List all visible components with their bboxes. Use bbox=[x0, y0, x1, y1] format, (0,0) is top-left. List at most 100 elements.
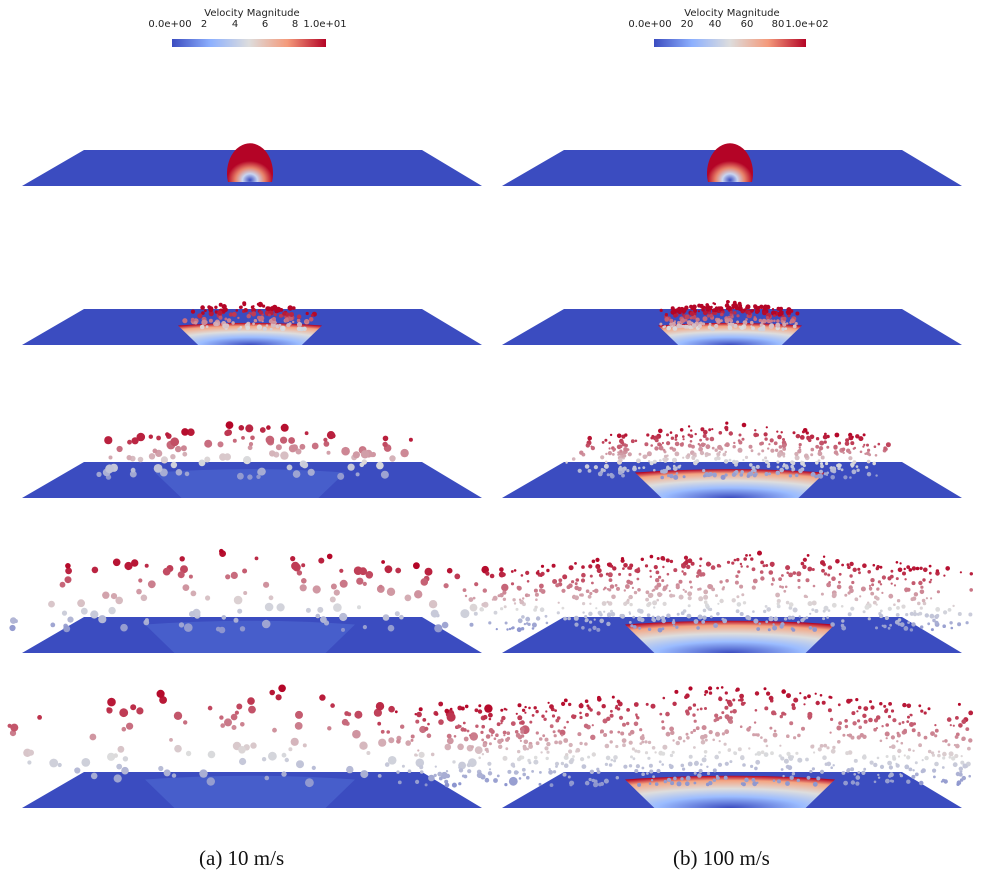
debris-particle bbox=[666, 454, 669, 457]
debris-particle bbox=[563, 763, 569, 768]
debris-particle bbox=[768, 695, 774, 701]
debris-particle bbox=[281, 752, 287, 758]
debris-particle bbox=[591, 559, 596, 564]
crater bbox=[625, 620, 835, 653]
debris-particle bbox=[669, 559, 674, 564]
debris-particle bbox=[665, 558, 670, 563]
debris-particle bbox=[614, 584, 618, 587]
debris-particle bbox=[790, 615, 796, 620]
debris-particle bbox=[527, 593, 531, 597]
debris-particle bbox=[883, 446, 887, 451]
debris-particle bbox=[717, 444, 723, 450]
debris-particle bbox=[783, 758, 789, 764]
debris-particle bbox=[918, 704, 922, 708]
debris-particle bbox=[575, 750, 578, 753]
debris-particle bbox=[478, 704, 482, 708]
debris-particle bbox=[574, 585, 579, 591]
debris-particle bbox=[912, 612, 918, 617]
debris-particle bbox=[222, 304, 226, 309]
debris-particle bbox=[776, 602, 780, 606]
debris-particle bbox=[493, 778, 498, 783]
debris-particle bbox=[563, 616, 567, 621]
debris-particle bbox=[538, 737, 543, 741]
debris-particle bbox=[556, 611, 560, 615]
debris-particle bbox=[668, 589, 671, 593]
debris-particle bbox=[917, 733, 921, 737]
debris-particle bbox=[485, 708, 490, 713]
debris-particle bbox=[884, 731, 890, 737]
debris-particle bbox=[663, 325, 667, 328]
debris-particle bbox=[929, 613, 935, 619]
debris-particle bbox=[907, 748, 912, 752]
debris-particle bbox=[866, 443, 869, 447]
debris-particle bbox=[702, 316, 708, 322]
debris-particle bbox=[580, 702, 583, 705]
debris-particle bbox=[526, 747, 529, 751]
debris-particle bbox=[893, 584, 897, 587]
debris-particle bbox=[739, 473, 744, 477]
debris-particle bbox=[240, 722, 245, 727]
debris-particle bbox=[304, 319, 309, 323]
debris-particle bbox=[681, 570, 684, 573]
debris-particle bbox=[770, 751, 774, 756]
debris-particle bbox=[753, 317, 758, 321]
debris-particle bbox=[679, 428, 684, 432]
debris-particle bbox=[680, 763, 685, 768]
debris-particle bbox=[523, 622, 527, 626]
debris-particle bbox=[531, 714, 535, 717]
debris-particle bbox=[466, 729, 470, 733]
debris-particle bbox=[701, 725, 707, 731]
debris-particle bbox=[180, 565, 188, 574]
debris-particle bbox=[319, 694, 326, 701]
debris-particle bbox=[175, 469, 183, 476]
debris-particle bbox=[782, 447, 787, 451]
debris-particle bbox=[853, 773, 856, 776]
debris-particle bbox=[344, 711, 350, 716]
debris-particle bbox=[596, 767, 600, 771]
debris-particle bbox=[814, 609, 819, 613]
debris-particle bbox=[676, 781, 682, 787]
debris-particle bbox=[692, 728, 697, 733]
debris-particle bbox=[892, 756, 897, 761]
debris-particle bbox=[615, 744, 619, 749]
debris-particle bbox=[259, 315, 265, 321]
debris-particle bbox=[508, 627, 512, 631]
debris-particle bbox=[724, 761, 729, 766]
debris-particle bbox=[362, 625, 367, 630]
debris-particle bbox=[906, 703, 912, 709]
debris-particle bbox=[474, 746, 483, 754]
debris-particle bbox=[844, 724, 849, 729]
debris-particle bbox=[619, 449, 623, 453]
debris-particle bbox=[786, 322, 789, 325]
debris-particle bbox=[800, 561, 805, 566]
debris-particle bbox=[352, 451, 360, 459]
debris-particle bbox=[910, 597, 915, 602]
debris-particle bbox=[27, 749, 34, 756]
debris-particle bbox=[659, 593, 663, 596]
debris-particle bbox=[673, 776, 677, 781]
debris-particle bbox=[669, 318, 674, 323]
debris-particle bbox=[830, 717, 834, 722]
debris-particle bbox=[601, 441, 605, 444]
debris-particle bbox=[746, 474, 750, 478]
debris-particle bbox=[952, 604, 955, 608]
debris-particle bbox=[848, 456, 853, 461]
debris-particle bbox=[716, 563, 721, 568]
debris-particle bbox=[920, 585, 924, 589]
debris-particle bbox=[906, 720, 910, 723]
debris-particle bbox=[590, 734, 596, 740]
debris-particle bbox=[463, 728, 467, 732]
debris-particle bbox=[740, 755, 745, 760]
debris-particle bbox=[620, 440, 624, 445]
debris-particle bbox=[913, 592, 919, 597]
debris-particle bbox=[10, 723, 19, 732]
debris-particle bbox=[395, 567, 402, 574]
debris-particle bbox=[500, 722, 503, 725]
debris-particle bbox=[862, 610, 866, 614]
colorbar-right: Velocity Magnitude 0.0e+00 20 40 60 80 1… bbox=[628, 8, 832, 47]
debris-particle bbox=[266, 425, 271, 430]
debris-particle bbox=[502, 755, 508, 761]
debris-particle bbox=[851, 469, 857, 475]
colorbar-tick: 6 bbox=[261, 19, 269, 30]
debris-particle bbox=[649, 569, 652, 573]
